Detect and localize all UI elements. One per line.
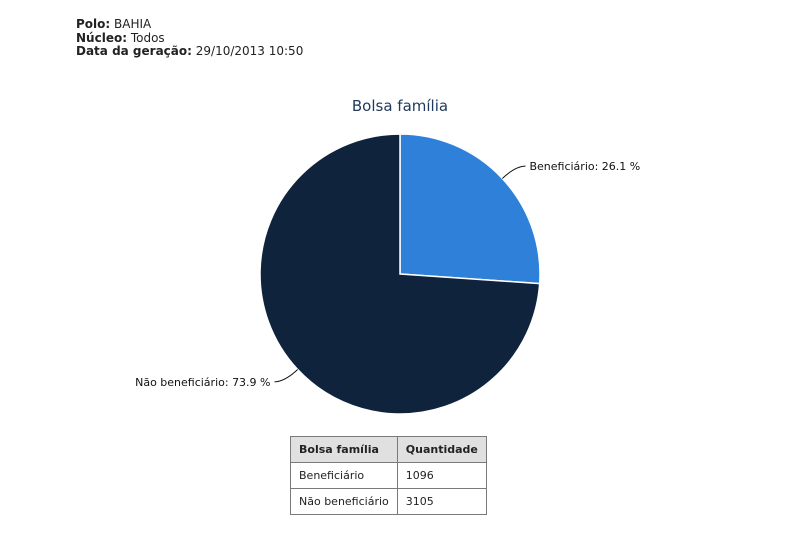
leader-line-1 xyxy=(274,369,299,383)
nucleo-value: Todos xyxy=(130,30,165,45)
data-geracao-value: 29/10/2013 10:50 xyxy=(195,44,304,58)
table-cell-category: Beneficiário xyxy=(290,462,398,489)
table-header-row: Bolsa família Quantidade xyxy=(290,436,487,463)
data-geracao-label: Data da geração: xyxy=(76,44,192,58)
polo-value: BAHIA xyxy=(114,17,152,31)
nucleo-line: Núcleo: Todos xyxy=(76,30,303,46)
table-row: Beneficiário 1096 xyxy=(290,462,487,489)
data-label-1: Não beneficiário: 73.9 % xyxy=(135,376,270,389)
report-meta: Polo: BAHIA Núcleo: Todos Data da geraçã… xyxy=(76,17,304,59)
data-table: Bolsa família Quantidade Beneficiário 10… xyxy=(290,436,487,515)
column-header-quantidade: Quantidade xyxy=(396,436,487,463)
chart-title: Bolsa família xyxy=(351,97,449,115)
data-geracao-line: Data da geração: 29/10/2013 10:50 xyxy=(76,44,304,59)
leader-line-0 xyxy=(501,165,526,179)
table-row: Não beneficiário 3105 xyxy=(290,488,487,515)
table-cell-quantity: 3105 xyxy=(396,488,487,515)
polo-line: Polo: BAHIA xyxy=(76,17,303,32)
data-label-0: Beneficiário: 26.1 % xyxy=(529,160,640,173)
nucleo-label: Núcleo: xyxy=(76,30,127,45)
polo-label: Polo: xyxy=(76,17,111,31)
table-cell-category: Não beneficiário xyxy=(290,488,398,515)
table-cell-quantity: 1096 xyxy=(396,462,487,489)
column-header-bolsa-familia: Bolsa família xyxy=(290,436,398,463)
pie-slice-0 xyxy=(399,133,541,285)
